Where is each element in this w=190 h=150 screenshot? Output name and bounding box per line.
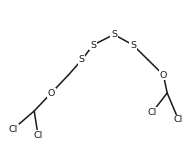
Text: Cl: Cl (147, 108, 157, 117)
Text: O: O (48, 88, 55, 98)
Text: S: S (111, 30, 117, 39)
Text: S: S (130, 40, 136, 50)
Text: Cl: Cl (174, 116, 183, 124)
Text: S: S (90, 40, 96, 50)
Text: Cl: Cl (33, 130, 43, 140)
Text: Cl: Cl (9, 124, 18, 134)
Text: S: S (79, 56, 85, 64)
Text: O: O (160, 70, 167, 80)
